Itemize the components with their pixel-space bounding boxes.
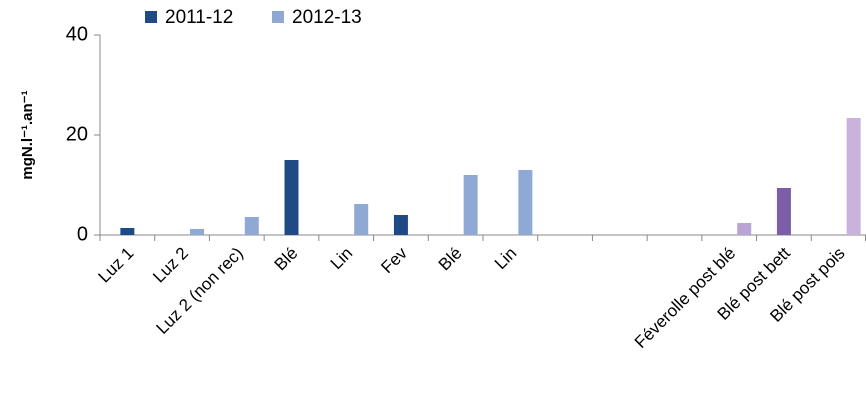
bar bbox=[737, 223, 752, 235]
bar bbox=[244, 217, 259, 235]
legend-swatch bbox=[145, 11, 157, 23]
legend-swatch bbox=[272, 11, 284, 23]
y-axis-label: mgN.l⁻¹.an⁻¹ bbox=[19, 90, 36, 179]
bar bbox=[776, 188, 791, 235]
bar bbox=[284, 160, 299, 235]
x-tick-label: Blé bbox=[435, 244, 466, 275]
bar bbox=[518, 170, 533, 235]
x-tick-label: Féverolle post blé bbox=[631, 244, 739, 352]
x-tick-label: Lin bbox=[327, 244, 356, 273]
bar bbox=[393, 215, 408, 235]
x-tick-label: Luz 2 bbox=[149, 244, 192, 287]
bar bbox=[120, 228, 135, 235]
y-tick-label: 0 bbox=[77, 223, 88, 245]
legend-label: 2011-12 bbox=[165, 7, 233, 28]
bar bbox=[190, 229, 205, 235]
bar bbox=[846, 118, 861, 235]
x-tick-label: Blé bbox=[271, 244, 302, 275]
y-tick-label: 40 bbox=[66, 23, 88, 45]
x-tick-label: Luz 1 bbox=[95, 244, 138, 287]
legend-label: 2012-13 bbox=[292, 7, 362, 28]
bar bbox=[354, 204, 369, 235]
x-tick-label: Fev bbox=[377, 243, 411, 277]
x-tick-label: Lin bbox=[491, 244, 520, 273]
y-tick-label: 20 bbox=[66, 123, 88, 145]
bar bbox=[463, 175, 478, 235]
